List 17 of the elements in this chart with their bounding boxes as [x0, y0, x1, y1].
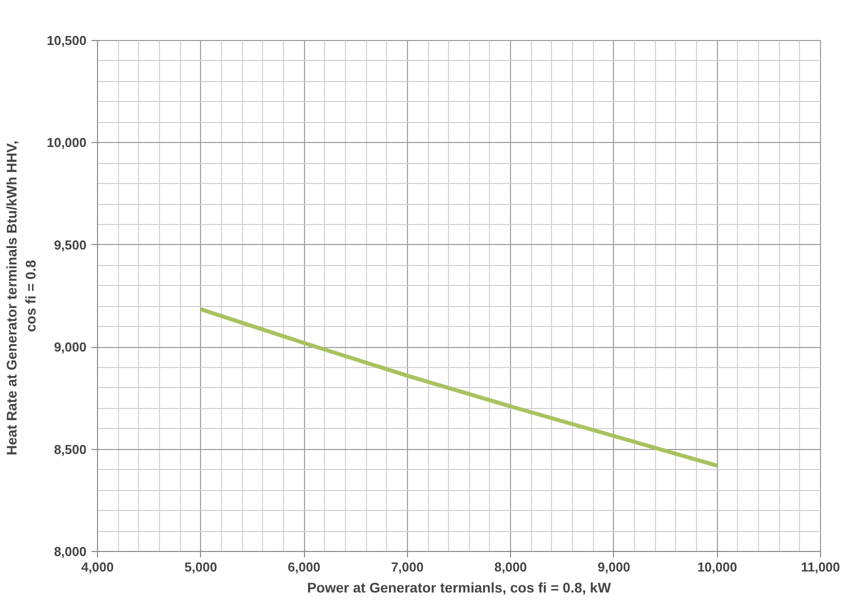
y-tick-label: 8,500: [54, 442, 87, 457]
y-tick-label: 10,000: [46, 135, 87, 150]
x-tick-label: 4,000: [81, 560, 114, 574]
x-tick-label: 7,000: [391, 560, 424, 574]
x-tick-label: 11,000: [800, 560, 840, 574]
line-series: [198, 307, 720, 468]
x-tick-label: 9,000: [598, 560, 630, 574]
y-tick-label: 9,000: [54, 340, 87, 355]
y-tick-label: 8,000: [54, 544, 87, 559]
y-axis-title: Heat Rate at Generator terminals Btu/kWh HHV, cos fi = 0.8: [4, 140, 39, 456]
x-tick-label: 6,000: [288, 560, 320, 574]
x-tick-label: 10,000: [697, 560, 738, 574]
x-tick-label: 8,000: [494, 560, 527, 574]
x-axis-title: Power at Generator termianls, cos fi = 0.8, kW: [307, 580, 612, 596]
y-tick-label: 10,500: [46, 33, 87, 48]
y-tick-label: 9,500: [54, 237, 87, 252]
x-tick-label: 5,000: [184, 560, 218, 574]
